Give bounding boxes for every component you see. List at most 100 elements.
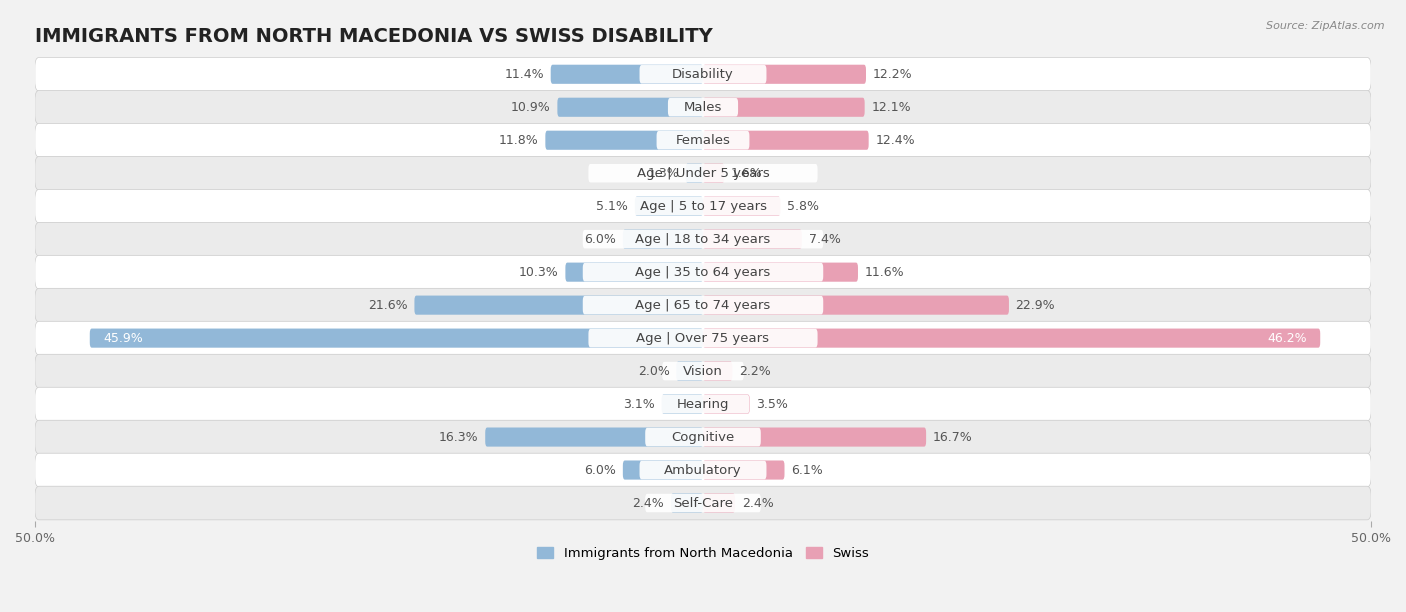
Text: Self-Care: Self-Care — [673, 496, 733, 510]
Text: 16.3%: 16.3% — [439, 431, 478, 444]
Text: 21.6%: 21.6% — [368, 299, 408, 312]
FancyBboxPatch shape — [703, 98, 865, 117]
FancyBboxPatch shape — [703, 131, 869, 150]
FancyBboxPatch shape — [662, 395, 703, 414]
Text: 12.1%: 12.1% — [872, 101, 911, 114]
FancyBboxPatch shape — [546, 131, 703, 150]
Text: Disability: Disability — [672, 68, 734, 81]
FancyBboxPatch shape — [35, 486, 1371, 520]
Text: 2.4%: 2.4% — [742, 496, 773, 510]
FancyBboxPatch shape — [415, 296, 703, 315]
Text: 2.0%: 2.0% — [638, 365, 669, 378]
FancyBboxPatch shape — [703, 493, 735, 513]
Text: Females: Females — [675, 134, 731, 147]
FancyBboxPatch shape — [565, 263, 703, 282]
Text: 7.4%: 7.4% — [808, 233, 841, 245]
Text: 22.9%: 22.9% — [1015, 299, 1056, 312]
Text: 6.0%: 6.0% — [585, 233, 616, 245]
FancyBboxPatch shape — [589, 164, 817, 182]
Text: Vision: Vision — [683, 365, 723, 378]
Text: IMMIGRANTS FROM NORTH MACEDONIA VS SWISS DISABILITY: IMMIGRANTS FROM NORTH MACEDONIA VS SWISS… — [35, 28, 713, 47]
FancyBboxPatch shape — [90, 329, 703, 348]
Text: 5.1%: 5.1% — [596, 200, 628, 213]
FancyBboxPatch shape — [582, 263, 824, 282]
Text: 10.9%: 10.9% — [510, 101, 551, 114]
FancyBboxPatch shape — [640, 65, 766, 83]
Legend: Immigrants from North Macedonia, Swiss: Immigrants from North Macedonia, Swiss — [531, 542, 875, 565]
FancyBboxPatch shape — [645, 494, 761, 512]
FancyBboxPatch shape — [35, 420, 1371, 454]
FancyBboxPatch shape — [35, 222, 1371, 256]
Text: 16.7%: 16.7% — [932, 431, 973, 444]
Text: Age | 18 to 34 years: Age | 18 to 34 years — [636, 233, 770, 245]
FancyBboxPatch shape — [703, 460, 785, 480]
Text: 45.9%: 45.9% — [103, 332, 143, 345]
FancyBboxPatch shape — [35, 58, 1371, 91]
Text: 11.6%: 11.6% — [865, 266, 904, 278]
FancyBboxPatch shape — [589, 197, 817, 215]
Text: 6.0%: 6.0% — [585, 463, 616, 477]
FancyBboxPatch shape — [35, 288, 1371, 322]
Text: 5.8%: 5.8% — [787, 200, 820, 213]
FancyBboxPatch shape — [703, 196, 780, 216]
FancyBboxPatch shape — [703, 329, 1320, 348]
FancyBboxPatch shape — [485, 428, 703, 447]
FancyBboxPatch shape — [703, 230, 801, 248]
Text: 12.4%: 12.4% — [876, 134, 915, 147]
FancyBboxPatch shape — [623, 230, 703, 248]
FancyBboxPatch shape — [35, 189, 1371, 223]
Text: 3.1%: 3.1% — [623, 398, 655, 411]
FancyBboxPatch shape — [662, 362, 744, 380]
FancyBboxPatch shape — [636, 196, 703, 216]
FancyBboxPatch shape — [703, 65, 866, 84]
FancyBboxPatch shape — [640, 461, 766, 479]
FancyBboxPatch shape — [582, 296, 824, 315]
Text: Age | Over 75 years: Age | Over 75 years — [637, 332, 769, 345]
Text: 1.6%: 1.6% — [731, 166, 763, 180]
FancyBboxPatch shape — [623, 460, 703, 480]
FancyBboxPatch shape — [668, 98, 738, 116]
FancyBboxPatch shape — [703, 296, 1010, 315]
Text: 10.3%: 10.3% — [519, 266, 558, 278]
Text: Hearing: Hearing — [676, 398, 730, 411]
FancyBboxPatch shape — [645, 428, 761, 446]
FancyBboxPatch shape — [703, 163, 724, 183]
FancyBboxPatch shape — [35, 255, 1371, 289]
FancyBboxPatch shape — [35, 321, 1371, 355]
FancyBboxPatch shape — [703, 395, 749, 414]
FancyBboxPatch shape — [676, 362, 703, 381]
Text: Age | Under 5 years: Age | Under 5 years — [637, 166, 769, 180]
Text: Age | 35 to 64 years: Age | 35 to 64 years — [636, 266, 770, 278]
FancyBboxPatch shape — [35, 91, 1371, 124]
Text: Source: ZipAtlas.com: Source: ZipAtlas.com — [1267, 21, 1385, 31]
FancyBboxPatch shape — [686, 163, 703, 183]
Text: 6.1%: 6.1% — [792, 463, 823, 477]
FancyBboxPatch shape — [35, 387, 1371, 421]
Text: 2.4%: 2.4% — [633, 496, 664, 510]
FancyBboxPatch shape — [35, 124, 1371, 157]
FancyBboxPatch shape — [703, 428, 927, 447]
Text: Ambulatory: Ambulatory — [664, 463, 742, 477]
FancyBboxPatch shape — [703, 263, 858, 282]
FancyBboxPatch shape — [35, 453, 1371, 487]
Text: 2.2%: 2.2% — [740, 365, 770, 378]
Text: 11.8%: 11.8% — [499, 134, 538, 147]
FancyBboxPatch shape — [703, 362, 733, 381]
FancyBboxPatch shape — [589, 329, 817, 348]
Text: 12.2%: 12.2% — [873, 68, 912, 81]
Text: 1.3%: 1.3% — [647, 166, 679, 180]
FancyBboxPatch shape — [35, 157, 1371, 190]
Text: Age | 5 to 17 years: Age | 5 to 17 years — [640, 200, 766, 213]
Text: Age | 65 to 74 years: Age | 65 to 74 years — [636, 299, 770, 312]
FancyBboxPatch shape — [551, 65, 703, 84]
Text: 46.2%: 46.2% — [1267, 332, 1306, 345]
Text: 3.5%: 3.5% — [756, 398, 789, 411]
FancyBboxPatch shape — [671, 493, 703, 513]
Text: 11.4%: 11.4% — [505, 68, 544, 81]
FancyBboxPatch shape — [657, 395, 749, 413]
Text: Males: Males — [683, 101, 723, 114]
Text: Cognitive: Cognitive — [672, 431, 734, 444]
FancyBboxPatch shape — [582, 230, 824, 248]
FancyBboxPatch shape — [657, 131, 749, 149]
FancyBboxPatch shape — [557, 98, 703, 117]
